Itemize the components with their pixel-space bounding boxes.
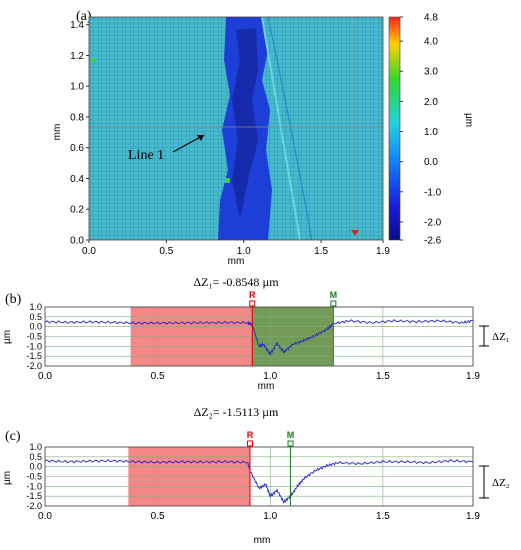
y-tick-label: -0.5 — [26, 332, 42, 342]
colorbar-ticks: 4.8 4.0 3.0 2.0 1.0 0.0 -1.0 -2.0 -2.6 — [400, 13, 442, 247]
colorbar-tick-label: 3.0 — [424, 67, 438, 78]
x-tick-label: 0.0 — [38, 511, 52, 522]
marker-m-label: M — [330, 290, 338, 300]
delta-z1-label: ΔZ₁= -0.8548 µm — [193, 275, 279, 289]
panel-c-xlabel: mm — [254, 535, 271, 546]
colorbar-tick-label: 4.0 — [424, 37, 438, 48]
y-tick-label: -2.0 — [26, 361, 42, 371]
x-tick-label: 1.9 — [466, 511, 480, 522]
y-tick-label: 0.5 — [29, 452, 42, 462]
map-trench-dark — [232, 28, 258, 220]
panel-a-x-ticks: 0.0 0.5 1.0 1.5 1.9 — [82, 240, 390, 257]
panel-b-ylabel: µm — [2, 330, 13, 344]
marker-m-handle — [330, 300, 337, 307]
delta-z1-bracket: ΔZ₁ — [479, 325, 510, 347]
delta-z2-side: ΔZ₂ — [492, 477, 510, 489]
x-tick-label: 1.9 — [466, 371, 480, 382]
height-map — [89, 16, 383, 241]
marker-m-label: M — [287, 430, 295, 440]
panel-c-label: (c) — [5, 429, 21, 444]
colorbar-unit: µm — [463, 113, 474, 127]
y-tick-label: 0.4 — [70, 174, 84, 185]
y-tick-label: -0.5 — [26, 472, 42, 482]
colorbar — [388, 16, 401, 241]
y-tick-label: 0.8 — [70, 112, 84, 123]
colorbar-tick-label: 4.8 — [424, 13, 438, 24]
y-tick-label: 0.5 — [29, 312, 42, 322]
map-ridge — [261, 16, 301, 241]
y-tick-label: 1.2 — [70, 51, 84, 62]
colorbar-tick-label: -2.6 — [424, 236, 442, 247]
x-tick-label: 0.5 — [151, 371, 165, 382]
profile-line — [44, 319, 474, 357]
x-tick-label: 1.5 — [314, 246, 328, 257]
map-ridge-2 — [267, 16, 313, 241]
colorbar-tick-label: -1.0 — [424, 187, 442, 198]
panel-a-ylabel: mm — [52, 124, 63, 141]
y-tick-label: 0.6 — [70, 143, 84, 154]
marker-r-label: R — [249, 290, 256, 300]
delta-z1-side: ΔZ₁ — [492, 331, 510, 343]
y-tick-label: -2.0 — [26, 501, 42, 511]
colorbar-tick-label: 2.0 — [424, 97, 438, 108]
y-tick-label: 0.0 — [29, 462, 42, 472]
x-tick-label: 0.0 — [82, 246, 96, 257]
y-tick-label: 1.0 — [70, 82, 84, 93]
y-tick-label: -1.5 — [26, 491, 42, 501]
marker-r-handle — [246, 440, 253, 447]
x-tick-label: 0.0 — [38, 371, 52, 382]
panel-b-label: (b) — [5, 292, 22, 307]
x-tick-label: 0.5 — [159, 246, 173, 257]
x-tick-label: 1.0 — [263, 511, 277, 522]
panel-a-y-ticks: 0.0 0.2 0.4 0.6 0.8 1.0 1.2 1.4 — [70, 20, 89, 247]
delta-z2-label: ΔZ₂= -1.5113 µm — [194, 405, 279, 419]
x-tick-label: 1.0 — [263, 371, 277, 382]
cursor-marker — [351, 230, 359, 236]
y-tick-label: 1.0 — [29, 442, 42, 452]
colorbar-tick-label: -2.0 — [424, 217, 442, 228]
y-tick-label: 0.0 — [29, 322, 42, 332]
delta-z2-bracket: ΔZ₂ — [479, 465, 510, 499]
x-tick-label: 1.5 — [376, 371, 390, 382]
y-tick-label: -1.5 — [26, 351, 42, 361]
profile-line — [44, 459, 474, 505]
line-annotation: Line 1 — [128, 148, 164, 163]
marker-r-label: R — [247, 430, 254, 440]
panel-a-label: (a) — [76, 9, 92, 24]
map-spot — [92, 58, 96, 62]
map-spot-2 — [225, 178, 230, 183]
marker-r-handle — [249, 300, 256, 307]
x-tick-label: 1.0 — [237, 246, 251, 257]
y-tick-label: -1.0 — [26, 341, 42, 351]
panel-c-ylabel: µm — [2, 471, 13, 485]
x-tick-label: 1.9 — [376, 246, 390, 257]
panel-c-plot: 1.00.50.0-0.5-1.0-1.5-2.00.0 0.5 1.0 1.5 1.9… — [26, 430, 480, 522]
colorbar-tick-label: 1.0 — [424, 127, 438, 138]
y-tick-label: -1.0 — [26, 481, 42, 491]
y-tick-label: 0.0 — [70, 236, 84, 247]
y-tick-label: 0.2 — [70, 205, 84, 216]
x-tick-label: 1.5 — [376, 511, 390, 522]
annotation-arrow — [172, 134, 205, 153]
plot-border — [44, 306, 474, 367]
colorbar-tick-label: 0.0 — [424, 157, 438, 168]
y-tick-label: 1.0 — [29, 302, 42, 312]
panel-b-plot: 1.00.50.0-0.5-1.0-1.5-2.00.0 0.5 1.0 1.5 1.9… — [26, 290, 480, 382]
arrow-head-icon — [197, 135, 204, 141]
panel-b-xlabel: mm — [258, 381, 275, 392]
marker-m-handle — [287, 440, 294, 447]
panel-a-xlabel: mm — [228, 256, 245, 267]
plot-border — [44, 446, 474, 507]
x-tick-label: 0.5 — [151, 511, 165, 522]
y-tick-label: 1.4 — [70, 20, 84, 31]
